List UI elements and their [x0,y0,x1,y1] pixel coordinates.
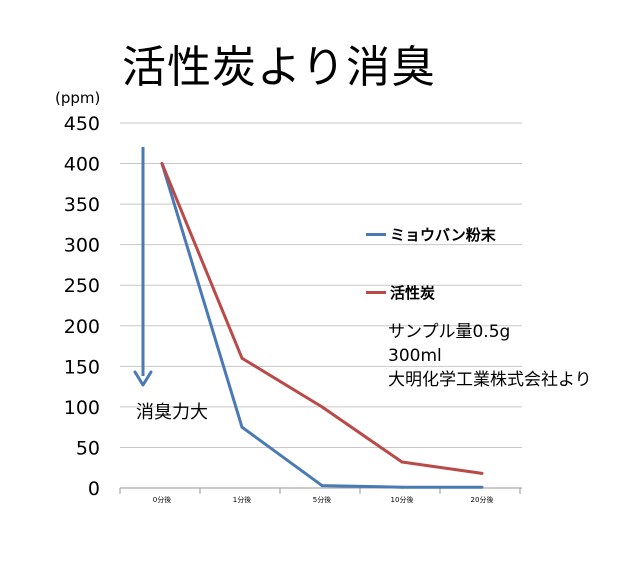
legend-item-alum: ミョウバン粉末 [366,224,496,245]
x-tick-label: 5分後 [313,495,331,504]
y-tick-label: 300 [64,235,100,257]
x-tick-label: 0分後 [153,495,171,504]
x-axis: 0分後 1分後 5分後 10分後 20分後 [119,487,522,504]
y-tick-label: 100 [64,397,100,419]
series-lines [160,162,484,489]
y-tick-label: 150 [64,356,100,378]
note-line-1: サンプル量0.5g [388,322,511,342]
y-tick-label: 400 [64,154,100,176]
down-arrow [133,147,153,387]
chart-title: 活性炭より消臭 [122,42,437,93]
y-tick-label: 250 [64,275,100,297]
legend-swatch-alum [366,233,386,236]
y-tick-label: 350 [64,194,100,216]
series-1-point [320,405,324,409]
x-tick-label: 10分後 [391,495,414,504]
x-tick-label: 20分後 [471,495,494,504]
y-tick-label: 0 [88,478,100,500]
series-1-point [160,162,164,166]
arrow-head [133,370,153,387]
x-tick-label: 1分後 [233,495,251,504]
y-tick-label: 200 [64,316,100,338]
series-1-point [400,460,404,464]
y-tick-label: 50 [76,437,100,459]
legend-item-charcoal: 活性炭 [366,282,435,303]
y-axis-ticks: 0 50 100 150 200 250 300 350 400 450 [64,113,100,500]
arrow-label: 消臭力大 [136,402,208,423]
note-line-2: 300ml [388,346,442,366]
legend-label-charcoal: 活性炭 [390,284,436,302]
note-line-3: 大明化学工業株式会社より [388,370,592,390]
series-1-point [240,356,244,360]
series-0-point [400,485,404,489]
y-axis-unit: (ppm) [55,89,101,107]
series-1-point [480,471,484,475]
series-0-point [320,484,324,488]
series-0-point [240,425,244,429]
legend-label-alum: ミョウバン粉末 [390,226,496,244]
legend-swatch-charcoal [366,291,386,294]
sample-note: サンプル量0.5g 300ml 大明化学工業株式会社より [388,320,592,392]
y-tick-label: 450 [64,113,100,135]
series-0-point [480,485,484,489]
